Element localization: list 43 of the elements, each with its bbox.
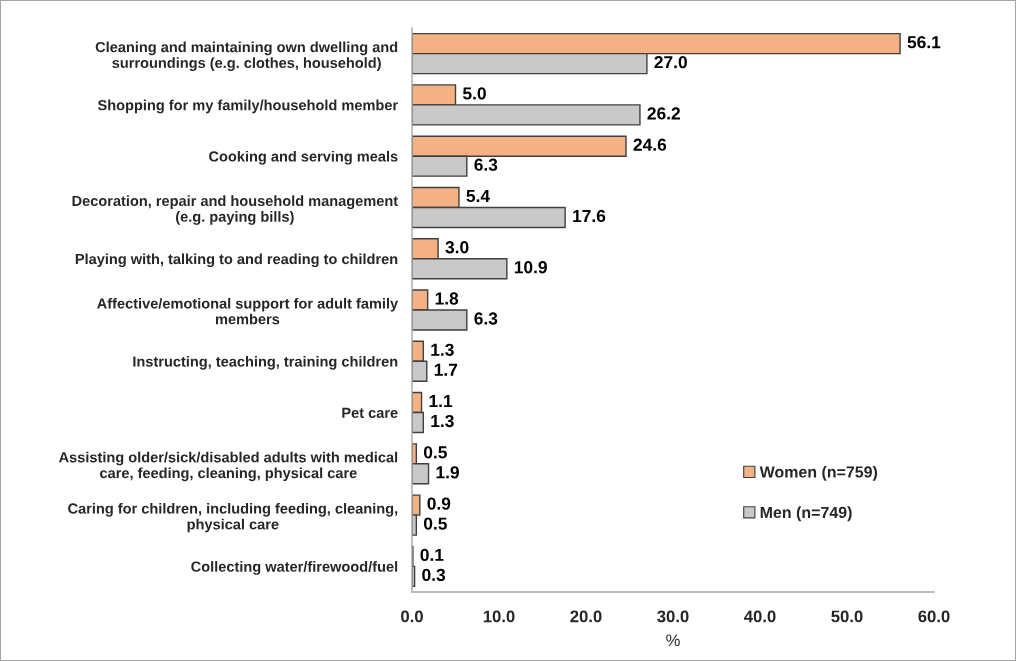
x-tick-label: 30.0 xyxy=(657,610,689,623)
data-label: 27.0 xyxy=(654,56,687,69)
x-axis-title: % xyxy=(666,634,680,647)
data-label: 1.3 xyxy=(431,414,454,428)
legend-label: Men (n=749) xyxy=(760,506,852,522)
y-tick-label: Cooking and serving meals xyxy=(209,150,398,165)
data-label: 3.0 xyxy=(445,241,469,254)
data-label: 17.6 xyxy=(573,209,606,223)
y-tick-label: Cleaning and maintaining own dwelling and surroundings (e.g. clothes, household) xyxy=(95,41,398,71)
y-tick-label: Caring for children, including feeding, cleaning, physical care xyxy=(68,502,398,533)
data-label: 26.2 xyxy=(647,107,680,120)
y-tick-label: Assisting older/sick/disabled adults with medical care, feeding, cleaning, physical care xyxy=(58,451,398,482)
data-label: 5.4 xyxy=(466,190,490,203)
data-label: 56.1 xyxy=(907,36,941,49)
data-label: 1.7 xyxy=(434,363,458,376)
y-tick-label: Playing with, talking to and reading to children xyxy=(75,253,398,268)
data-label: 0.5 xyxy=(423,446,447,459)
y-tick-label: Affective/emotional support for adult family members xyxy=(97,297,399,325)
x-tick-label: 50.0 xyxy=(831,610,863,623)
y-tick-label: Collecting water/firewood/fuel xyxy=(191,561,398,575)
data-label: 5.0 xyxy=(462,87,486,100)
data-label: 1.9 xyxy=(436,466,459,479)
legend-label: Women (n=759) xyxy=(759,465,878,481)
x-tick-label: 20.0 xyxy=(570,610,602,623)
data-label: 6.3 xyxy=(474,312,498,325)
x-tick-label: 40.0 xyxy=(744,610,776,623)
data-label: 1.8 xyxy=(435,292,459,305)
data-label: 1.3 xyxy=(431,343,454,356)
data-label: 0.5 xyxy=(423,517,447,530)
data-label: 6.3 xyxy=(474,158,498,171)
data-label: 0.9 xyxy=(427,497,451,510)
y-tick-label: Instructing, teaching, training children xyxy=(133,355,398,370)
x-tick-label: 10.0 xyxy=(483,610,515,623)
y-tick-label: Pet care xyxy=(342,407,398,418)
data-label: 0.3 xyxy=(422,568,446,582)
data-label: 10.9 xyxy=(514,261,547,274)
data-label: 1.1 xyxy=(429,395,453,408)
data-label: 24.6 xyxy=(633,138,667,151)
y-tick-label: Decoration, repair and household management (e.g. paying bills) xyxy=(72,195,398,225)
data-label: 0.1 xyxy=(420,548,444,562)
x-tick-label: 60.0 xyxy=(918,610,950,623)
y-tick-label: Shopping for my family/household member xyxy=(97,99,398,114)
x-tick-label: 0.0 xyxy=(401,610,423,623)
